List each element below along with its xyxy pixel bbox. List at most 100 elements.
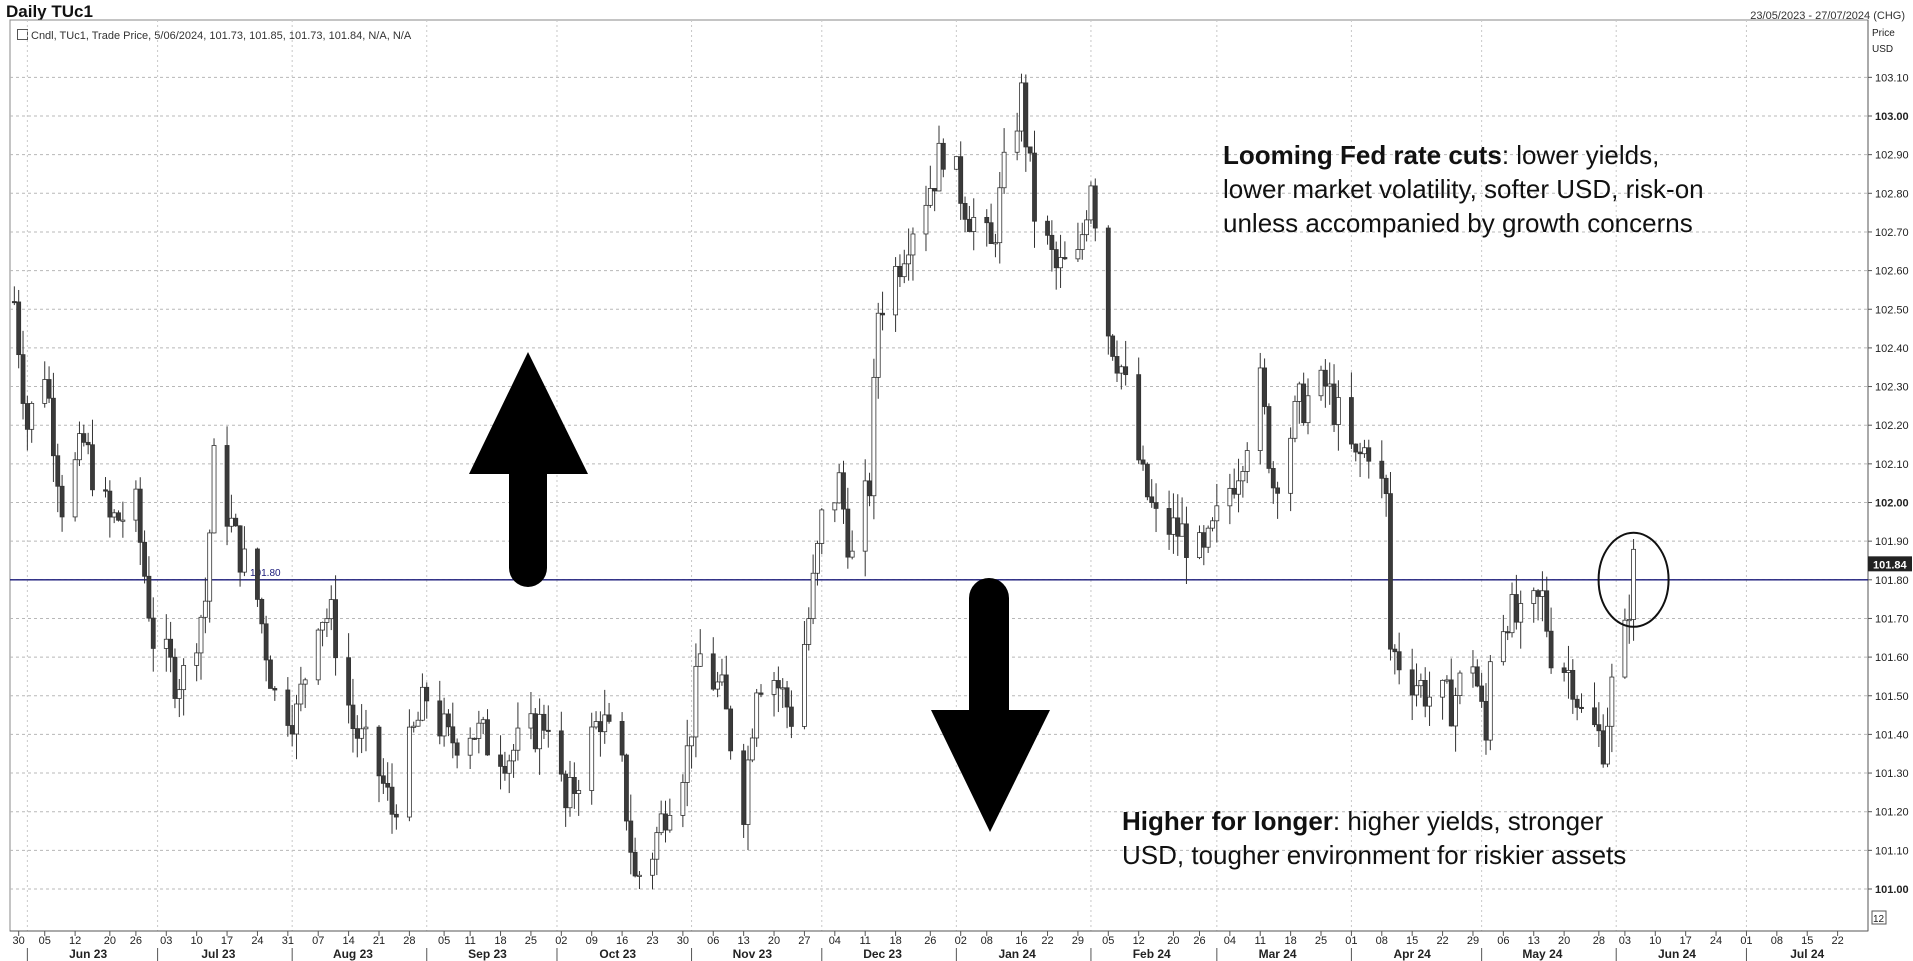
candle-body: [1166, 508, 1172, 535]
x-day-label: 15: [1406, 935, 1418, 947]
candle-body: [194, 652, 200, 666]
candle-body: [1509, 594, 1515, 634]
candle-body: [24, 403, 30, 430]
candle-body: [1396, 651, 1402, 671]
x-day-label: 20: [1167, 935, 1179, 947]
candle-body: [515, 727, 521, 751]
chart-title: Daily TUc1: [6, 2, 93, 21]
candle-body: [1266, 406, 1272, 469]
x-month-label: Dec 23: [863, 947, 902, 961]
candle-body: [1240, 471, 1246, 482]
candle-body: [927, 188, 933, 206]
candle-body: [1092, 185, 1098, 229]
candle-body: [528, 713, 534, 729]
candle-body: [1540, 590, 1545, 597]
annotation-rate-cuts-l3: unless accompanied by growth concerns: [1223, 208, 1693, 238]
x-day-label: 05: [1102, 935, 1114, 947]
candle-body: [658, 813, 664, 834]
x-month-label: Feb 24: [1133, 947, 1171, 961]
y-tick-label: 102.50: [1875, 304, 1909, 316]
candle-body: [450, 726, 456, 744]
candle-body: [1110, 335, 1116, 357]
candle-body: [1548, 630, 1554, 669]
candle-body: [1566, 669, 1571, 673]
candle-body: [958, 156, 964, 204]
candle-body: [11, 301, 17, 304]
candle-body: [376, 726, 382, 777]
candle-body: [953, 156, 959, 170]
candle-body: [845, 508, 851, 558]
y-tick-label: 102.90: [1875, 150, 1909, 162]
candle-body: [467, 737, 473, 756]
x-day-label: 26: [130, 935, 142, 947]
candle-body: [1105, 227, 1111, 337]
candle-body: [437, 700, 443, 737]
candle-body: [298, 683, 304, 705]
candle-body: [380, 775, 386, 784]
candle-body: [745, 759, 751, 825]
candle-body: [294, 703, 299, 735]
y-tick-label: 102.20: [1875, 420, 1909, 432]
x-day-label: 08: [1771, 935, 1783, 947]
x-day-label: 23: [646, 935, 658, 947]
x-month-label: Oct 23: [599, 947, 636, 961]
candle-body: [650, 858, 655, 876]
candle-body: [1570, 669, 1576, 700]
candle-body: [133, 488, 139, 521]
candle-body: [637, 874, 642, 877]
candle-body: [684, 745, 690, 783]
candle-body: [181, 665, 187, 691]
candle-body: [1292, 401, 1298, 439]
candle-body: [255, 548, 260, 600]
candle-body: [1032, 152, 1037, 222]
candle-body: [476, 722, 482, 739]
candle-body: [237, 525, 243, 573]
candle-body: [85, 441, 91, 446]
candle-body: [741, 750, 747, 825]
candle-body: [806, 618, 812, 645]
candle-body: [728, 708, 734, 752]
x-day-label: 26: [924, 935, 936, 947]
candle-body: [272, 688, 278, 691]
candle-body: [754, 692, 760, 739]
reference-line-label: 101.80: [250, 568, 281, 579]
last-price-label: 101.84: [1873, 559, 1908, 571]
candle-body: [1149, 496, 1155, 503]
x-day-label: 22: [1436, 935, 1448, 947]
candle-body: [784, 687, 790, 708]
candle-body: [910, 233, 916, 256]
x-day-label: 09: [586, 935, 598, 947]
candle-body: [971, 216, 977, 232]
price-axis-label: Price: [1872, 28, 1895, 39]
x-day-label: 29: [1072, 935, 1084, 947]
x-day-label: 22: [1041, 935, 1053, 947]
x-day-label: 08: [981, 935, 993, 947]
candle-body: [1114, 356, 1120, 374]
annotation-rate-cuts-bold: Looming Fed rate cuts: [1223, 140, 1502, 170]
candle-body: [1544, 590, 1550, 632]
candle-body: [988, 222, 994, 244]
x-day-label: 17: [221, 935, 233, 947]
y-tick-label: 102.60: [1875, 266, 1909, 278]
candle-body: [263, 623, 269, 661]
candle-body: [1366, 447, 1372, 462]
y-tick-label: 102.80: [1875, 188, 1909, 200]
candle-body: [207, 532, 213, 602]
candle-body: [923, 204, 929, 235]
candle-body: [42, 379, 48, 404]
candle-body: [815, 543, 820, 574]
candle-body: [20, 354, 26, 404]
y-tick-label: 101.90: [1875, 536, 1909, 548]
candle-body: [55, 455, 61, 487]
candle-body: [1335, 397, 1341, 425]
candle-body: [775, 680, 781, 689]
candle-body: [1483, 701, 1489, 741]
candle-body: [242, 548, 247, 573]
unit-axis-label: USD: [1872, 44, 1894, 55]
candle-body: [1262, 367, 1267, 407]
candle-body: [1414, 685, 1419, 696]
last-price-badge: [1868, 556, 1912, 572]
candle-body: [1470, 666, 1476, 674]
x-month-label: Aug 23: [333, 947, 373, 961]
candle-body: [1531, 590, 1537, 604]
